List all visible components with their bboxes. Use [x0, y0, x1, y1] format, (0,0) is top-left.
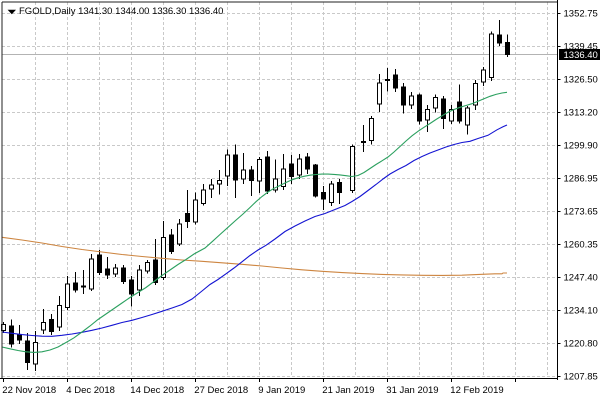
svg-text:1220.80: 1220.80	[564, 339, 598, 350]
svg-text:1247.40: 1247.40	[564, 273, 598, 284]
svg-text:1339.45: 1339.45	[564, 42, 598, 53]
svg-text:31 Jan 2019: 31 Jan 2019	[386, 385, 438, 396]
svg-text:21 Jan 2019: 21 Jan 2019	[322, 385, 374, 396]
svg-text:12 Feb 2019: 12 Feb 2019	[450, 385, 503, 396]
svg-text:4 Dec 2018: 4 Dec 2018	[66, 385, 115, 396]
svg-text:1299.90: 1299.90	[564, 141, 598, 152]
svg-text:1313.20: 1313.20	[564, 108, 598, 119]
svg-text:9 Jan 2019: 9 Jan 2019	[258, 385, 305, 396]
svg-text:1207.85: 1207.85	[564, 372, 598, 383]
svg-text:FGOLD,Daily 1341.30 1344.00 13: FGOLD,Daily 1341.30 1344.00 1336.30 1336…	[19, 6, 223, 17]
svg-text:14 Dec 2018: 14 Dec 2018	[130, 385, 184, 396]
svg-text:1286.95: 1286.95	[564, 174, 598, 185]
svg-text:1326.50: 1326.50	[564, 75, 598, 86]
svg-text:22 Nov 2018: 22 Nov 2018	[2, 385, 56, 396]
svg-text:27 Dec 2018: 27 Dec 2018	[194, 385, 248, 396]
svg-text:1273.65: 1273.65	[564, 207, 598, 218]
svg-text:1352.75: 1352.75	[564, 9, 598, 20]
svg-text:1336.40: 1336.40	[564, 50, 598, 61]
svg-text:1260.35: 1260.35	[564, 240, 598, 251]
svg-text:1234.10: 1234.10	[564, 306, 598, 317]
